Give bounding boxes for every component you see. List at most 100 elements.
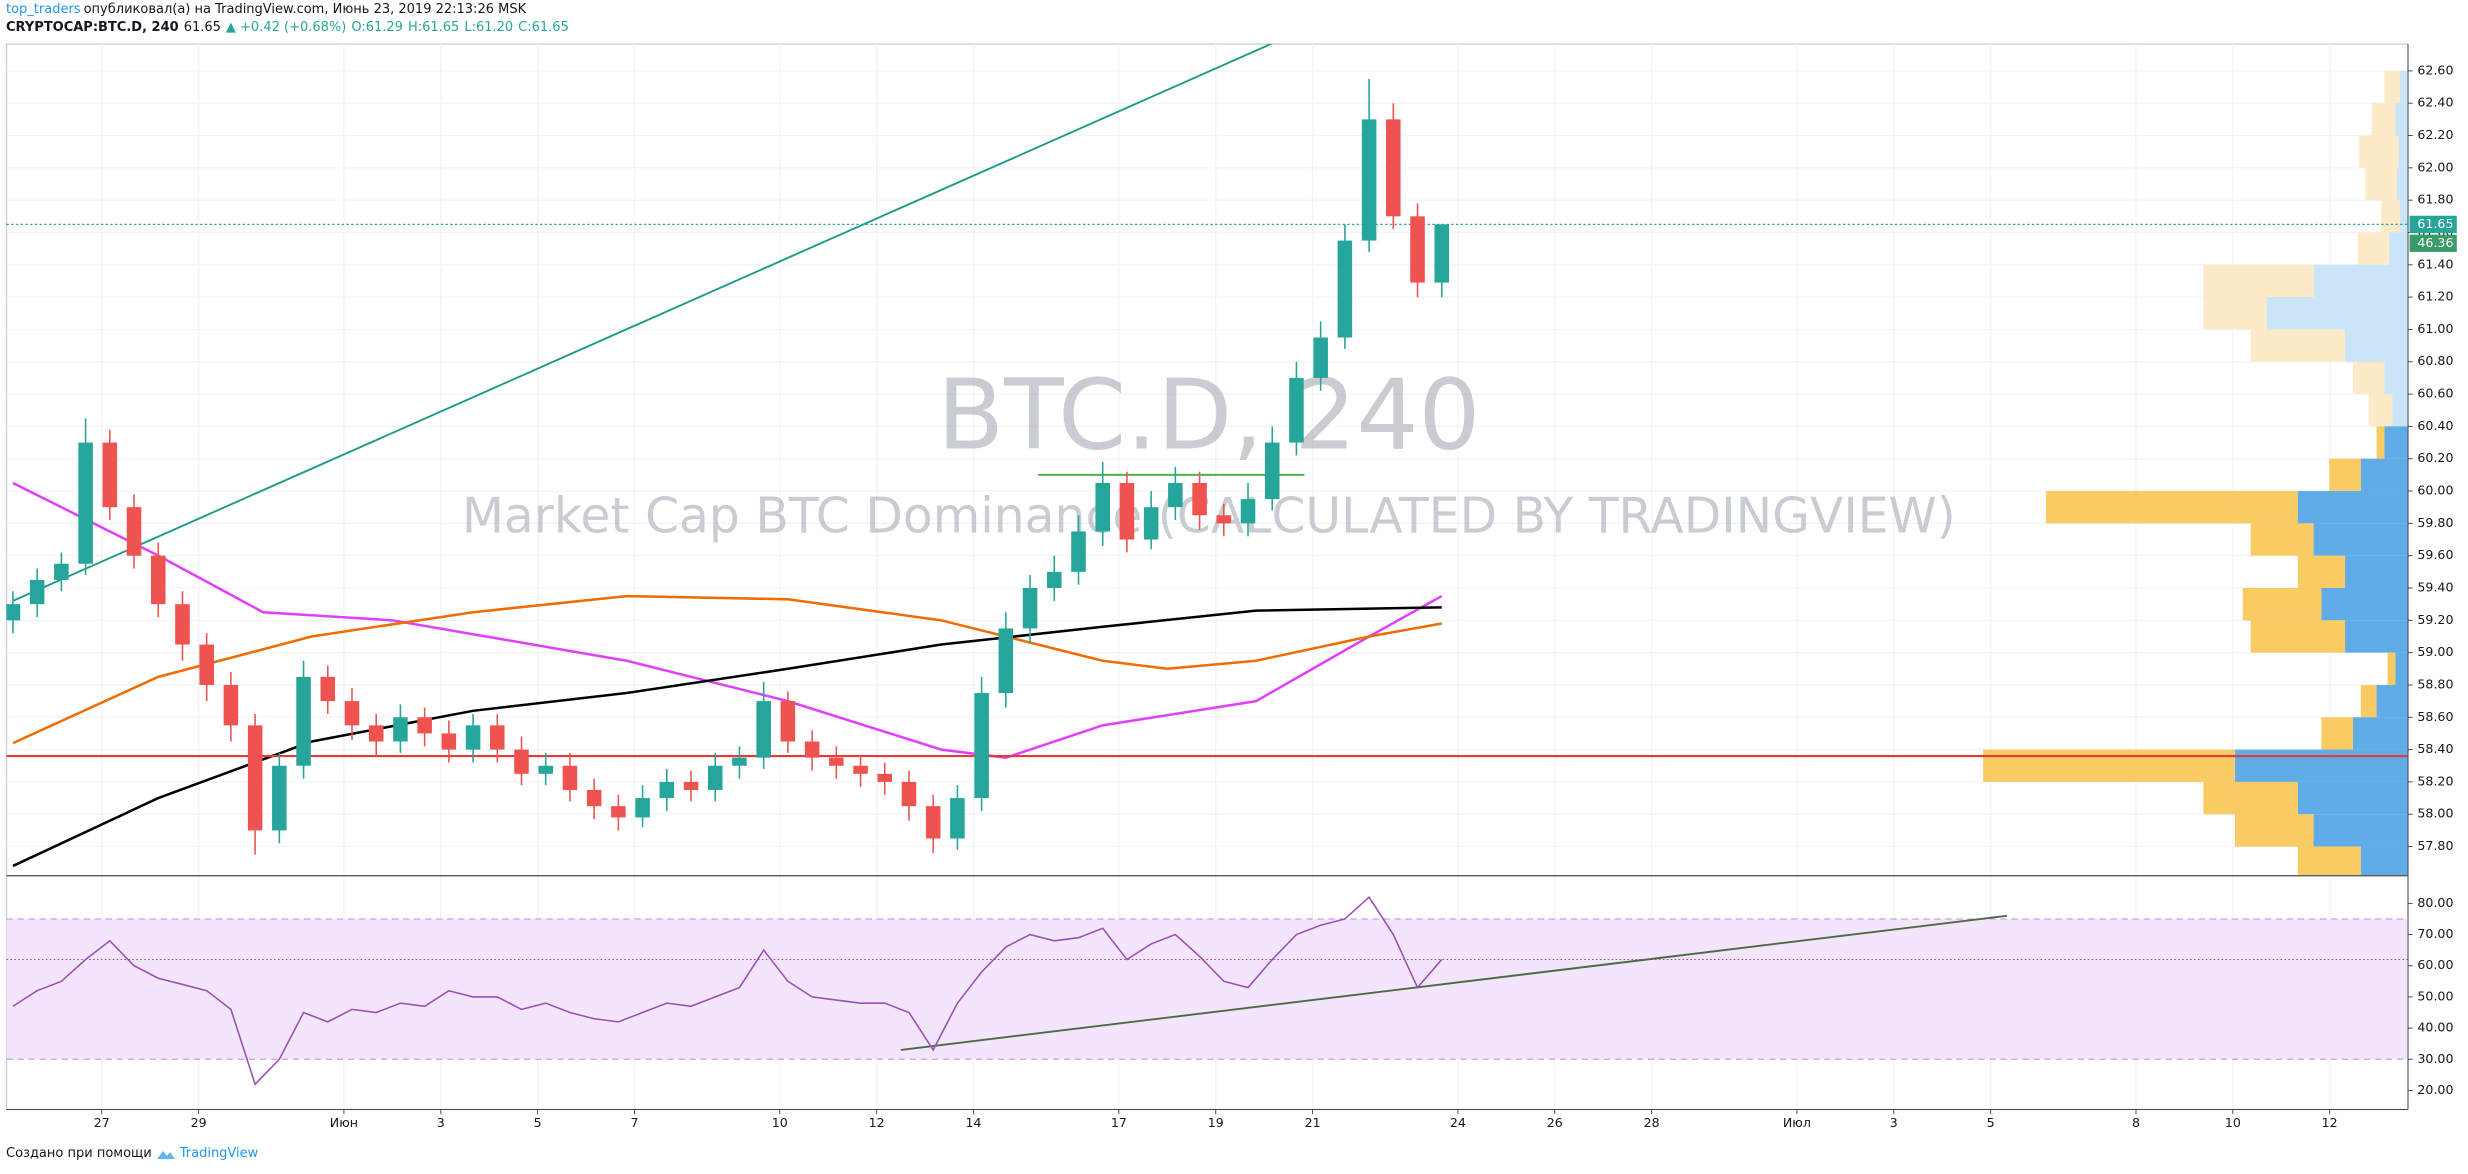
profile-down bbox=[2046, 491, 2298, 524]
y-tick-label: 60.80 bbox=[2417, 353, 2453, 368]
rsi-tick-label: 50.00 bbox=[2417, 988, 2453, 1003]
x-tick-label: 3 bbox=[1890, 1115, 1898, 1130]
candle-body bbox=[732, 757, 747, 766]
open-value: O:61.29 bbox=[351, 20, 403, 35]
candle-body bbox=[223, 684, 239, 726]
profile-up bbox=[2400, 200, 2408, 233]
candle-body bbox=[1386, 119, 1401, 217]
x-tick-label: 26 bbox=[1547, 1115, 1563, 1130]
symbol-bar: CRYPTOCAP:BTC.D, 240 61.65 ▲ +0.42 (+0.68%… bbox=[6, 20, 574, 35]
trend-line bbox=[12, 44, 1273, 602]
candle-body bbox=[1022, 587, 1038, 629]
candle-body bbox=[417, 717, 432, 734]
y-tick-label: 58.40 bbox=[2417, 741, 2453, 756]
candle-body bbox=[877, 773, 893, 782]
author-link[interactable]: top_traders bbox=[6, 2, 81, 17]
y-tick-label: 61.00 bbox=[2417, 321, 2453, 336]
low-value: L:61.20 bbox=[464, 20, 514, 35]
candle-body bbox=[175, 604, 190, 645]
candle-body bbox=[247, 725, 263, 831]
profile-down bbox=[2250, 523, 2314, 556]
y-tick-label: 59.00 bbox=[2417, 644, 2453, 659]
last-price-box bbox=[2409, 215, 2457, 234]
candle-body bbox=[465, 725, 481, 750]
brand-link[interactable]: TradingView bbox=[179, 1146, 259, 1161]
y-tick-label: 60.00 bbox=[2417, 483, 2453, 498]
profile-up bbox=[2313, 523, 2408, 556]
x-tick-label: 3 bbox=[437, 1115, 445, 1130]
profile-up bbox=[2345, 620, 2408, 653]
profile-up bbox=[2376, 684, 2408, 718]
profile-up bbox=[2360, 458, 2408, 492]
candle-body bbox=[925, 806, 941, 839]
y-tick-label: 59.80 bbox=[2417, 515, 2453, 530]
profile-down bbox=[2250, 620, 2346, 653]
candle-body bbox=[272, 765, 287, 831]
candle-body bbox=[1143, 507, 1159, 540]
candle-body bbox=[1289, 377, 1304, 443]
rsi-tick-label: 20.00 bbox=[2417, 1082, 2453, 1097]
profile-down bbox=[2203, 297, 2267, 330]
candle-body bbox=[102, 442, 118, 508]
candle-body bbox=[950, 798, 965, 839]
publish-header: top_traders опубликовал(а) на TradingView… bbox=[6, 2, 531, 17]
y-tick-label: 57.80 bbox=[2417, 838, 2453, 853]
x-tick-label: Июн bbox=[330, 1115, 358, 1130]
y-tick-label: 62.40 bbox=[2417, 95, 2453, 110]
candle-body bbox=[1071, 531, 1086, 572]
candle-body bbox=[441, 733, 457, 750]
ma-line bbox=[12, 594, 1442, 745]
candle-body bbox=[1361, 119, 1377, 241]
y-tick-label: 59.40 bbox=[2417, 579, 2453, 594]
profile-down bbox=[2329, 458, 2361, 492]
candle-body bbox=[1313, 337, 1328, 378]
x-tick-label: 5 bbox=[534, 1115, 542, 1130]
y-tick-label: 60.60 bbox=[2417, 386, 2453, 401]
x-tick-label: 21 bbox=[1305, 1115, 1321, 1130]
y-tick-label: 62.60 bbox=[2417, 62, 2453, 77]
candle-body bbox=[1264, 442, 1280, 500]
candle-body bbox=[393, 717, 408, 742]
candle-body bbox=[6, 604, 21, 621]
candle-body bbox=[683, 781, 699, 790]
axis-layer: 57.80 58.00 58.20 58.40 58.60 58.80 59.00 59.20… bbox=[94, 62, 2457, 1130]
profile-up bbox=[2384, 361, 2408, 395]
indicator-box bbox=[2409, 234, 2457, 252]
y-tick-label: 58.00 bbox=[2417, 806, 2453, 821]
profile-up bbox=[2345, 555, 2408, 588]
candle-body bbox=[829, 757, 844, 766]
symbol: CRYPTOCAP:BTC.D, 240 bbox=[6, 20, 179, 35]
grid-layer bbox=[6, 44, 2408, 1110]
candle-body bbox=[296, 676, 311, 766]
candle-body bbox=[150, 555, 166, 605]
profile-up bbox=[2313, 814, 2408, 847]
x-tick-label: 8 bbox=[2132, 1115, 2140, 1130]
price-layer bbox=[6, 44, 2408, 875]
footer: Создано при помощи TradingView bbox=[6, 1146, 258, 1161]
candle-body bbox=[29, 579, 45, 605]
profile-up bbox=[2395, 103, 2408, 136]
profile-up bbox=[2398, 135, 2408, 168]
candle-body bbox=[54, 563, 69, 580]
x-tick-label: 10 bbox=[772, 1115, 788, 1130]
candle-body bbox=[126, 507, 142, 556]
rsi-tick-label: 40.00 bbox=[2417, 1020, 2453, 1035]
profile-down bbox=[2359, 135, 2399, 168]
candle-body bbox=[586, 789, 602, 807]
profile-up bbox=[2234, 749, 2408, 782]
x-tick-label: 5 bbox=[1987, 1115, 1995, 1130]
profile-up bbox=[2389, 232, 2408, 265]
y-tick-label: 58.80 bbox=[2417, 676, 2453, 691]
candle-body bbox=[804, 741, 820, 758]
y-tick-label: 61.80 bbox=[2417, 192, 2453, 207]
x-tick-label: 29 bbox=[191, 1115, 207, 1130]
brand-logo bbox=[156, 1150, 175, 1159]
profile-down bbox=[2368, 394, 2393, 427]
x-tick-label: 19 bbox=[1208, 1115, 1224, 1130]
price-back-layer: BTC.D, 240 Market Cap BTC Dominance (CAL… bbox=[462, 359, 1956, 545]
candle-body bbox=[1095, 482, 1110, 532]
profile-down bbox=[2250, 329, 2346, 362]
candle-body bbox=[1119, 482, 1135, 540]
